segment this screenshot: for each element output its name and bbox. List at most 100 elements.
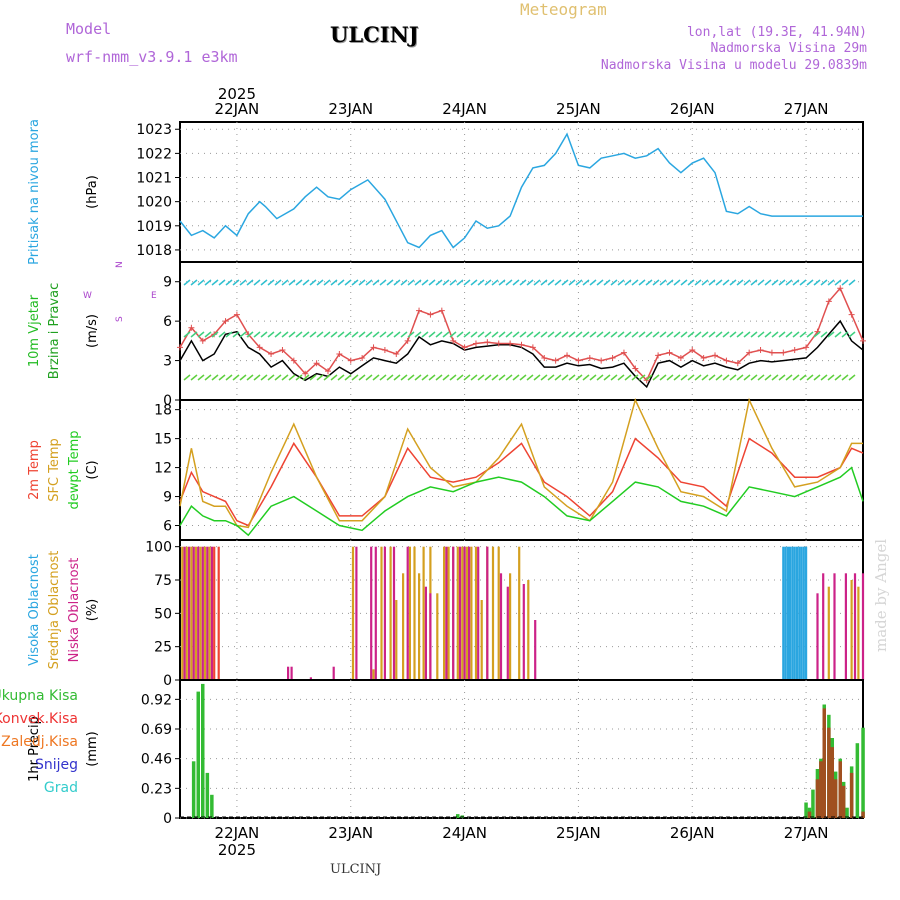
bar-srednjaoblacnost (389, 546, 392, 680)
wind-barb (820, 279, 828, 286)
wind-barb (771, 279, 779, 286)
bar-visokaoblacnost (805, 546, 808, 680)
bar-niskaoblacnost (374, 546, 377, 680)
y-tick-label: 75 (154, 573, 172, 589)
wind-barb (680, 331, 688, 338)
wind-barb (351, 331, 359, 338)
gust-marker (620, 349, 627, 356)
gust-marker (404, 337, 411, 344)
model-label: Model (66, 20, 112, 38)
y-tick-label: 1023 (136, 122, 172, 138)
bar-visokaoblacnost (791, 546, 794, 680)
wind-barb (190, 331, 198, 338)
y-tick-label: 50 (154, 606, 172, 622)
panel-unit: (%) (85, 599, 100, 622)
bottom-year-label: 2025 (218, 841, 256, 859)
bottom-day-label: 26JAN (670, 824, 715, 842)
wind-barb (519, 279, 527, 286)
wind-barb (253, 279, 261, 286)
bar-srednjaoblacnost (380, 546, 383, 680)
gust-marker (472, 340, 479, 347)
precip-legend-item: Zaledj.Kisa (1, 734, 78, 750)
wind-barb (267, 374, 275, 381)
bar-niskaoblacnost (522, 584, 525, 680)
bar-srednjaoblacnost (194, 546, 197, 680)
chart-title: Meteogram (520, 0, 607, 19)
wind-barb (610, 374, 618, 381)
wind-barb (421, 279, 429, 286)
bar-ukupnakisa (191, 761, 196, 818)
bar-srednjaoblacnost (402, 573, 405, 680)
wind-barb (211, 279, 219, 286)
bar-srednjaoblacnost (418, 573, 421, 680)
bar-konvekkisa (827, 727, 831, 818)
wind-barb (225, 279, 233, 286)
wind-barb (708, 331, 716, 338)
y-tick-label: 1021 (136, 171, 172, 187)
wind-barb (288, 331, 296, 338)
panel-ylabel: Srednja Oblacnost (47, 551, 62, 670)
wind-barb (470, 279, 478, 286)
wind-barb (512, 331, 520, 338)
wind-barb (267, 331, 275, 338)
wind-barb (491, 331, 499, 338)
wind-barb (778, 374, 786, 381)
wind-barb (652, 374, 660, 381)
wind-barb (358, 331, 366, 338)
gust-marker (222, 318, 229, 325)
bar-visokaoblacnost (802, 546, 805, 680)
panel-unit: (hPa) (85, 175, 100, 209)
bar-srednjaoblacnost (491, 546, 495, 680)
wind-barb (316, 331, 324, 338)
wind-barb (631, 279, 639, 286)
bar-ukupnakisa (855, 743, 860, 818)
bottom-day-label: 22JAN (215, 824, 260, 842)
page-title: ULCINJ (330, 22, 419, 47)
wind-barb (386, 279, 394, 286)
top-day-label: 27JAN (784, 100, 829, 118)
wind-barb (309, 279, 317, 286)
wind-barb (645, 331, 653, 338)
wind-barb (687, 331, 695, 338)
wind-barb (729, 279, 737, 286)
gust-marker (734, 360, 741, 367)
wind-barb (197, 279, 205, 286)
bar-niskaoblacnost (534, 620, 537, 680)
wind-barb (848, 279, 856, 286)
wind-barb (638, 331, 646, 338)
gust-marker (324, 368, 331, 375)
wind-barb (379, 331, 387, 338)
wind-barb (400, 374, 408, 381)
wind-barb (645, 374, 653, 381)
wind-barb (729, 374, 737, 381)
wind-barb (820, 331, 828, 338)
bottom-day-label: 25JAN (556, 824, 601, 842)
wind-barb (526, 279, 534, 286)
wind-barb (442, 279, 450, 286)
wind-barb (799, 279, 807, 286)
wind-barb (309, 374, 317, 381)
wind-barb (673, 279, 681, 286)
panel-frame (179, 679, 864, 819)
wind-barb (491, 374, 499, 381)
y-tick-label: 1020 (136, 195, 172, 211)
wind-barb (204, 331, 212, 338)
y-tick-label: 0 (163, 673, 172, 689)
wind-barb (750, 331, 758, 338)
panel-frame (179, 539, 864, 681)
wind-barb (603, 374, 611, 381)
bar-konvekkisa (849, 772, 854, 818)
gust-marker (450, 337, 457, 344)
top-day-label: 25JAN (556, 100, 601, 118)
y-tick-label: 12 (154, 461, 172, 477)
bottom-day-label: 24JAN (442, 824, 487, 842)
wind-barb (575, 374, 583, 381)
wind-barb (659, 374, 667, 381)
wind-barb (554, 331, 562, 338)
wind-barb (666, 279, 674, 286)
bar-niskaoblacnost (355, 546, 358, 680)
gust-marker (279, 347, 286, 354)
gust-marker (290, 357, 297, 364)
gust-marker (484, 339, 491, 346)
wind-barb (337, 331, 345, 338)
